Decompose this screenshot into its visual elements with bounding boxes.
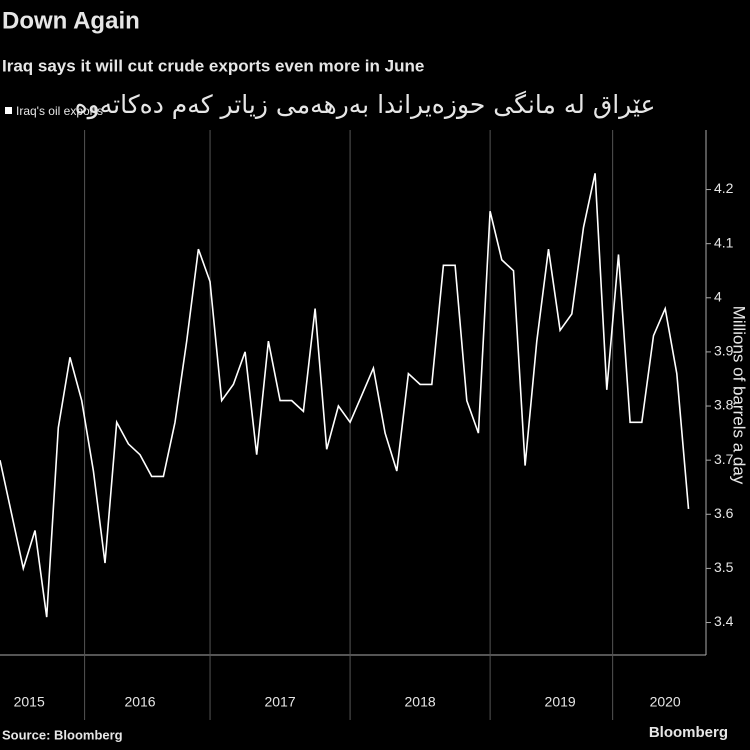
y-axis-label: Millions of barrels a day (730, 306, 749, 485)
brand: Bloomberg (649, 724, 728, 741)
chart-title: Down Again (2, 7, 140, 34)
data-line (0, 173, 690, 618)
y-tick-label: 3.6 (714, 505, 734, 521)
y-tick-label: 3.5 (714, 559, 734, 575)
y-tick-label: 4.2 (714, 180, 734, 196)
x-tick-label: 2016 (124, 694, 155, 710)
x-tick-label: 2019 (545, 694, 576, 710)
y-tick-label: 4.1 (714, 234, 734, 250)
y-tick-label: 3.8 (714, 397, 734, 413)
x-tick-label: 2017 (264, 694, 295, 710)
legend-swatch (5, 107, 12, 114)
y-tick-label: 3.4 (714, 613, 734, 629)
x-tick-label: 2020 (650, 694, 681, 710)
legend-label: Iraq's oil exports (16, 104, 103, 118)
chart-subtitle: Iraq says it will cut crude exports even… (2, 56, 424, 75)
source: Source: Bloomberg (2, 727, 123, 742)
annotation: عێراق لە مانگی حوزەیراندا بەرهەمی زیاتر … (75, 90, 656, 120)
y-tick-label: 3.9 (714, 343, 734, 359)
y-tick-label: 4 (714, 288, 722, 304)
y-tick-label: 3.7 (714, 451, 734, 467)
x-tick-label: 2015 (14, 694, 45, 710)
x-tick-label: 2018 (405, 694, 436, 710)
